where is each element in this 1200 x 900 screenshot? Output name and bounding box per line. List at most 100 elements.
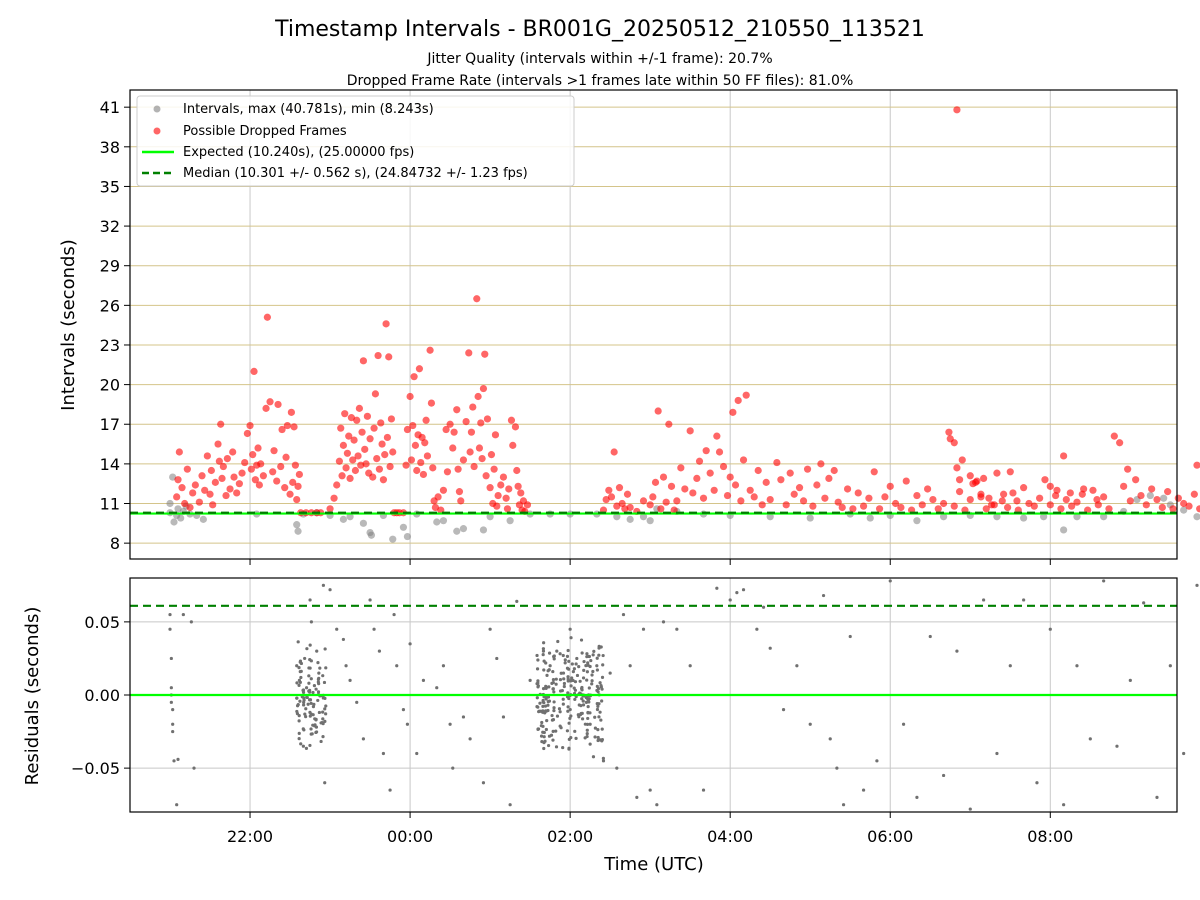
residual-point bbox=[735, 591, 739, 595]
residual-point bbox=[302, 703, 306, 707]
dropped-frame-point bbox=[509, 441, 517, 449]
dropped-frame-point bbox=[702, 447, 710, 455]
residual-point bbox=[1142, 601, 1146, 605]
dropped-frame-point bbox=[337, 424, 345, 432]
dropped-frame-point bbox=[1025, 499, 1033, 508]
dropped-frame-point bbox=[670, 506, 678, 514]
residual-point bbox=[547, 699, 552, 703]
residual-point bbox=[311, 690, 315, 695]
residual-point bbox=[586, 654, 591, 659]
residual-point bbox=[528, 678, 532, 682]
interval-point bbox=[506, 517, 514, 525]
dropped-frame-point bbox=[651, 478, 660, 486]
residual-point bbox=[545, 673, 549, 677]
dropped-frame-point bbox=[175, 448, 183, 456]
dropped-frame-point bbox=[1142, 501, 1150, 509]
dropped-frame-point bbox=[865, 494, 873, 502]
dropped-frame-point bbox=[287, 408, 295, 416]
residual-point bbox=[628, 664, 632, 668]
residual-point bbox=[591, 755, 596, 759]
residual-point bbox=[298, 699, 302, 703]
dropped-frame-point bbox=[473, 295, 481, 303]
residual-point bbox=[781, 708, 786, 712]
residual-point bbox=[768, 646, 772, 650]
dropped-frame-point bbox=[734, 396, 742, 405]
dropped-frame-point bbox=[481, 350, 489, 358]
residual-point bbox=[321, 710, 325, 714]
residual-point bbox=[590, 673, 594, 677]
residual-point bbox=[297, 683, 301, 687]
dropped-frame-point bbox=[493, 502, 501, 510]
residual-point bbox=[546, 695, 551, 699]
residual-point bbox=[441, 664, 446, 668]
dropped-frame-point bbox=[186, 503, 194, 512]
dropped-frame-point bbox=[411, 441, 420, 449]
residual-point bbox=[323, 707, 327, 711]
residual-point bbox=[566, 675, 570, 679]
residual-point bbox=[171, 722, 175, 726]
residual-point bbox=[171, 708, 175, 712]
residual-point bbox=[552, 654, 556, 658]
dropped-frame-point bbox=[1009, 489, 1017, 497]
residual-point bbox=[308, 658, 312, 662]
interval-point bbox=[1193, 513, 1200, 521]
residual-point bbox=[314, 687, 318, 691]
residual-point bbox=[554, 677, 558, 681]
residual-point bbox=[875, 759, 879, 763]
dropped-frame-point bbox=[222, 491, 230, 500]
dropped-frame-point bbox=[750, 493, 758, 501]
residual-point bbox=[955, 649, 959, 653]
residual-point bbox=[601, 756, 605, 760]
dropped-frame-point bbox=[985, 494, 993, 502]
residual-point bbox=[590, 679, 594, 683]
bottom-y-tick-label: 0.05 bbox=[84, 613, 120, 632]
residual-point bbox=[558, 678, 563, 682]
dropped-frame-point bbox=[499, 473, 508, 481]
dropped-frame-point bbox=[219, 462, 227, 471]
dropped-frame-point bbox=[918, 501, 926, 509]
dropped-frame-point bbox=[777, 476, 785, 484]
residual-point bbox=[848, 634, 852, 639]
dropped-frame-point bbox=[1148, 485, 1156, 493]
dropped-frame-point bbox=[339, 441, 348, 449]
top-y-tick-label: 35 bbox=[100, 177, 120, 196]
dropped-frame-point bbox=[290, 423, 298, 431]
residual-point bbox=[295, 696, 299, 700]
residual-point bbox=[547, 651, 552, 655]
dropped-frame-point bbox=[494, 491, 502, 500]
residual-point bbox=[541, 652, 545, 657]
residual-point bbox=[1128, 678, 1132, 682]
residual-point bbox=[323, 696, 327, 700]
residual-point bbox=[565, 729, 570, 733]
residual-point bbox=[573, 697, 577, 702]
residual-point bbox=[541, 649, 546, 653]
residual-point bbox=[599, 718, 603, 722]
residual-point bbox=[580, 685, 584, 690]
dropped-frame-point bbox=[254, 444, 262, 452]
dropped-frame-point bbox=[859, 502, 868, 510]
interval-point bbox=[389, 535, 397, 543]
residual-point bbox=[573, 680, 578, 684]
residual-point bbox=[561, 702, 565, 706]
bottom-reference-lines bbox=[130, 604, 1177, 697]
residual-point bbox=[307, 666, 311, 670]
dropped-frame-point bbox=[849, 505, 857, 513]
dropped-frame-point bbox=[282, 453, 290, 461]
residual-point bbox=[323, 781, 327, 785]
dropped-frame-point bbox=[333, 481, 341, 489]
residual-point bbox=[569, 684, 573, 688]
residual-point bbox=[311, 704, 316, 709]
dropped-frame-point bbox=[241, 458, 249, 467]
x-tick-label: 04:00 bbox=[707, 827, 753, 846]
residual-point bbox=[688, 664, 692, 668]
dropped-frame-point bbox=[294, 482, 302, 490]
residual-point bbox=[587, 686, 591, 690]
residual-point bbox=[566, 705, 570, 709]
residual-point bbox=[537, 709, 541, 713]
residual-point bbox=[548, 664, 552, 668]
dropped-frame-point bbox=[1105, 505, 1113, 513]
interval-point bbox=[646, 517, 654, 525]
residual-point bbox=[578, 712, 583, 717]
dropped-frame-point bbox=[673, 497, 681, 505]
residual-point bbox=[567, 659, 571, 663]
